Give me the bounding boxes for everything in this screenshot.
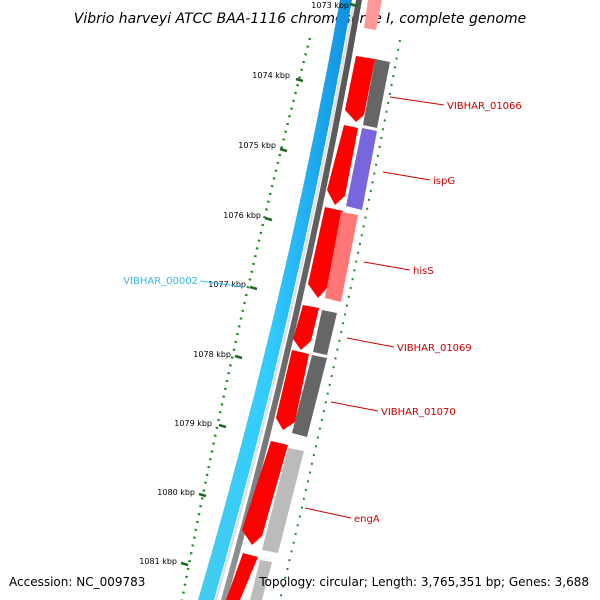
gene-block-engA[interactable] [262,448,304,553]
gene-block-bottom[interactable] [250,560,272,600]
scale-label-1073: 1073 kbp [311,1,349,10]
leader-01069 [346,337,395,348]
gene-label-hisS[interactable]: hisS [413,266,434,277]
cds-arrow-6[interactable] [242,441,288,545]
tick-1073 [349,2,358,8]
gene-block-01069[interactable] [313,310,337,355]
tick-1077 [249,285,258,291]
scale-label-1075: 1075 kbp [238,141,276,150]
scale-label-1074: 1074 kbp [252,71,290,80]
scale-label-1079: 1079 kbp [174,419,212,428]
leader-00002 [199,280,245,288]
gene-labels: VIBHAR_01066 ispG hisS VIBHAR_01069 VIBH… [354,101,522,525]
tick-1081 [180,561,189,567]
leader-hisS [363,261,411,271]
scale-label-1080: 1080 kbp [157,488,195,497]
backbone-grey-band [221,0,362,600]
tick-1080 [198,492,207,498]
gene-block-hisS[interactable] [325,212,358,302]
accession-text: Accession: NC_009783 [9,575,145,589]
cds-track [226,56,375,600]
tick-1075 [279,147,288,153]
gene-label-engA[interactable]: engA [354,514,380,525]
gene-label-01069[interactable]: VIBHAR_01069 [397,343,472,354]
tick-1078 [234,354,243,360]
gene-block-top-pink[interactable] [364,0,382,30]
leader-engA [304,507,352,519]
backbone-cyan-band [198,0,352,600]
cds-arrow-7[interactable] [226,553,258,600]
cds-arrow-3[interactable] [308,207,343,298]
leader-lines [304,96,445,519]
leader-01070 [330,401,379,412]
gene-block-01070[interactable] [292,355,327,437]
map-title: Vibrio harveyi ATCC BAA-1116 chromosome … [74,11,526,27]
leader-01066 [389,96,445,106]
leader-ispG [382,171,431,181]
cds-arrow-5[interactable] [276,350,309,430]
scale-label-1078: 1078 kbp [193,350,231,359]
gene-label-ispG[interactable]: ispG [433,176,455,187]
tick-1079 [218,423,227,429]
scale-label-1076: 1076 kbp [223,211,261,220]
tick-1076 [264,216,273,222]
backbone-inner-edge [214,1,356,600]
gene-label-01066[interactable]: VIBHAR_01066 [447,101,522,112]
scale-label-1081: 1081 kbp [139,557,177,566]
genome-summary-text: Topology: circular; Length: 3,765,351 bp… [258,575,589,589]
gene-block-01066[interactable] [363,59,390,128]
cds-arrow-1[interactable] [345,56,375,122]
gene-label-01070[interactable]: VIBHAR_01070 [381,407,456,418]
gene-block-ispG[interactable] [346,128,377,210]
cds-arrow-2[interactable] [327,125,358,205]
scale-ticks [180,2,358,567]
cds-arrow-4[interactable] [293,305,319,350]
backbone-label-00002[interactable]: VIBHAR_00002 [123,276,198,287]
gene-track [250,0,390,600]
tick-1074 [295,77,304,83]
